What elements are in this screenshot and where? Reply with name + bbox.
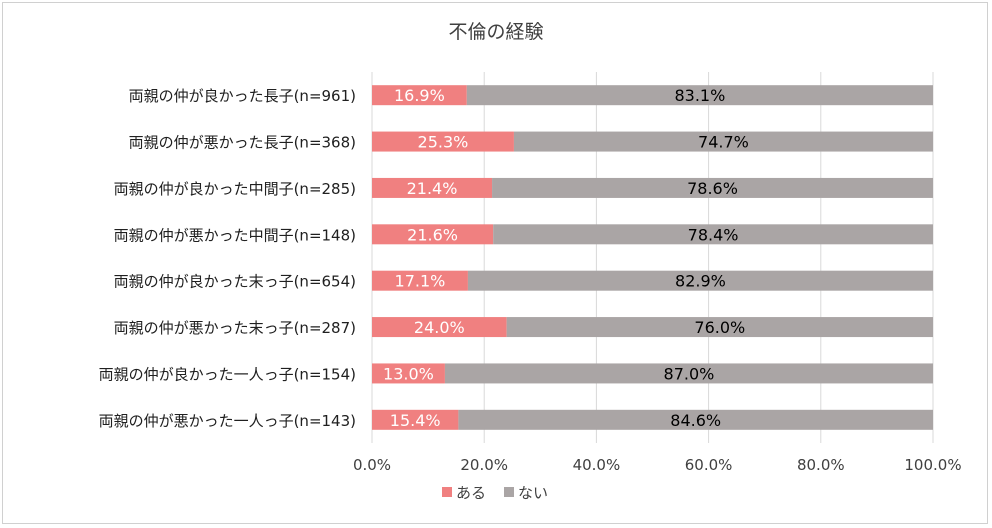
bar-segment-aru: [372, 363, 445, 384]
data-label: 76.0%: [694, 318, 745, 337]
x-tick-label: 20.0%: [460, 456, 508, 474]
category-label: 両親の仲が良かった中間子(n=285): [114, 180, 356, 198]
bar-segment-nai: [466, 85, 933, 106]
legend-swatch: [442, 487, 452, 497]
bar-segment-nai: [458, 409, 933, 430]
data-label: 25.3%: [418, 133, 469, 152]
category-label: 両親の仲が良かった一人っ子(n=154): [99, 365, 356, 383]
bar-segment-nai: [444, 363, 933, 384]
bar-segment-aru: [372, 409, 459, 430]
data-label: 78.4%: [688, 225, 739, 244]
data-label: 78.6%: [687, 179, 738, 198]
bar-segment-nai: [467, 270, 933, 291]
x-tick-label: 80.0%: [797, 456, 845, 474]
category-label: 両親の仲が良かった長子(n=961): [129, 87, 356, 105]
bar-segment-nai: [492, 177, 933, 198]
data-label: 17.1%: [395, 272, 446, 291]
bar-segment-nai: [493, 224, 933, 245]
bar-segment-nai: [506, 317, 933, 338]
data-label: 84.6%: [670, 411, 721, 430]
legend-swatch: [504, 487, 514, 497]
x-tick-label: 60.0%: [685, 456, 733, 474]
chart-title: 不倫の経験: [448, 21, 543, 43]
data-label: 24.0%: [414, 318, 465, 337]
bar-segment-aru: [372, 224, 494, 245]
legend-label: ない: [518, 484, 548, 502]
category-label: 両親の仲が悪かった末っ子(n=287): [114, 319, 356, 337]
data-label: 74.7%: [698, 133, 749, 152]
x-tick-label: 40.0%: [573, 456, 621, 474]
category-label: 両親の仲が良かった末っ子(n=654): [114, 273, 356, 291]
data-label: 16.9%: [394, 86, 445, 105]
legend-label: ある: [456, 484, 486, 502]
category-label: 両親の仲が悪かった一人っ子(n=143): [99, 412, 356, 430]
data-label: 83.1%: [674, 86, 725, 105]
bar-segment-aru: [372, 85, 467, 106]
bar-segment-aru: [372, 131, 514, 152]
data-label: 21.4%: [407, 179, 458, 198]
bar-segment-aru: [372, 270, 468, 291]
data-label: 13.0%: [383, 364, 434, 383]
data-label: 82.9%: [675, 272, 726, 291]
bar-segment-nai: [513, 131, 933, 152]
category-label: 両親の仲が悪かった長子(n=368): [129, 134, 356, 152]
x-tick-label: 100.0%: [904, 456, 961, 474]
data-label: 21.6%: [407, 225, 458, 244]
category-label: 両親の仲が悪かった中間子(n=148): [114, 226, 356, 244]
data-label: 15.4%: [390, 411, 441, 430]
bar-segment-aru: [372, 177, 493, 198]
bar-segment-aru: [372, 317, 507, 338]
x-tick-label: 0.0%: [353, 456, 391, 474]
data-label: 87.0%: [664, 364, 715, 383]
